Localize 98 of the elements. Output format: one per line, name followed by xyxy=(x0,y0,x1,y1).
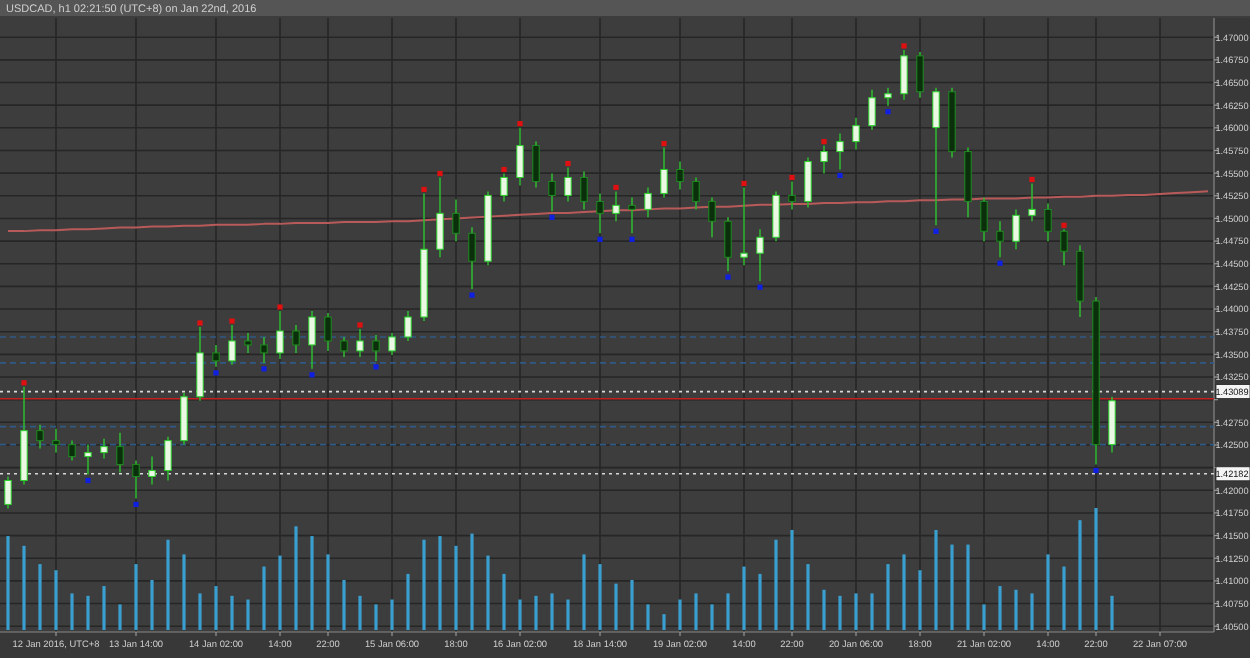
candlestick xyxy=(244,332,252,354)
point xyxy=(629,236,635,242)
candlestick xyxy=(692,176,700,211)
point xyxy=(661,140,667,147)
candlestick xyxy=(340,336,348,358)
candlestick xyxy=(932,86,940,227)
candlestick xyxy=(644,186,652,219)
point xyxy=(197,320,203,326)
point xyxy=(549,214,555,220)
point xyxy=(261,366,267,372)
candlestick xyxy=(228,324,236,366)
point xyxy=(933,228,939,234)
candlestick xyxy=(532,140,540,189)
point xyxy=(597,236,603,242)
candlestick xyxy=(212,344,220,368)
candlestick xyxy=(308,310,316,370)
point xyxy=(517,121,523,127)
point xyxy=(565,160,571,167)
candlestick xyxy=(196,326,204,402)
point xyxy=(885,109,891,115)
candlestick xyxy=(468,226,476,290)
candlestick xyxy=(596,192,604,235)
point xyxy=(821,139,827,145)
point xyxy=(21,380,27,386)
point xyxy=(373,364,379,370)
candlestick xyxy=(900,49,908,101)
candlestick xyxy=(772,190,780,243)
point xyxy=(501,166,507,173)
point xyxy=(757,284,763,290)
point xyxy=(1029,176,1035,183)
candlestick xyxy=(708,196,716,239)
point xyxy=(1061,222,1067,228)
candlestick xyxy=(116,431,124,474)
candlestick xyxy=(276,310,284,360)
candlestick xyxy=(788,180,796,211)
candlestick xyxy=(980,196,988,243)
candlestick xyxy=(84,443,92,476)
candlestick xyxy=(612,190,620,223)
candlestick xyxy=(292,324,300,354)
candlestick xyxy=(436,176,444,259)
candlestick xyxy=(1028,182,1036,223)
candlestick xyxy=(836,132,844,171)
candlestick xyxy=(628,196,636,235)
candlestick xyxy=(68,439,76,462)
candlestick xyxy=(148,455,156,486)
candlestick xyxy=(884,86,892,107)
candlestick xyxy=(404,310,412,342)
candlestick xyxy=(852,116,860,151)
candlestick xyxy=(52,427,60,454)
candlestick xyxy=(1060,228,1068,266)
point xyxy=(469,292,475,298)
candlestick xyxy=(132,459,140,500)
candlestick xyxy=(868,88,876,131)
candlestick xyxy=(804,156,812,209)
point xyxy=(229,318,235,324)
point xyxy=(837,172,843,179)
point xyxy=(997,260,1003,266)
candlestick xyxy=(100,437,108,460)
candlestick xyxy=(916,51,924,99)
candlestick xyxy=(260,336,268,364)
candlestick xyxy=(724,216,732,272)
candlestick xyxy=(372,334,380,362)
point xyxy=(901,43,907,49)
point xyxy=(85,477,91,484)
candlestick xyxy=(756,228,764,282)
candlestick xyxy=(164,435,172,482)
candlestick xyxy=(356,328,364,358)
point xyxy=(1093,467,1099,474)
candlestick xyxy=(516,126,524,187)
candlestick xyxy=(548,172,556,213)
point xyxy=(357,322,363,328)
candlestick xyxy=(740,186,748,266)
candlestick xyxy=(36,423,44,450)
point xyxy=(133,501,139,508)
candlestick xyxy=(324,312,332,352)
candlestick xyxy=(996,220,1004,259)
candlestick xyxy=(580,170,588,211)
point xyxy=(613,184,619,191)
candlestick xyxy=(820,144,828,175)
point xyxy=(213,370,219,376)
candlestick xyxy=(452,198,460,243)
candlestick xyxy=(4,475,12,510)
candlestick xyxy=(1012,208,1020,251)
candlestick xyxy=(388,332,396,356)
candlestick xyxy=(1044,202,1052,243)
candlestick xyxy=(660,146,668,199)
candlestick xyxy=(180,391,188,446)
candlestick xyxy=(1108,395,1116,454)
point xyxy=(741,180,747,187)
candlestick xyxy=(564,166,572,203)
candlestick xyxy=(500,172,508,203)
point xyxy=(437,170,443,177)
point xyxy=(789,174,795,181)
point xyxy=(725,274,731,280)
point xyxy=(309,372,315,378)
point xyxy=(421,186,427,193)
point xyxy=(277,304,283,310)
candlestick xyxy=(676,160,684,191)
